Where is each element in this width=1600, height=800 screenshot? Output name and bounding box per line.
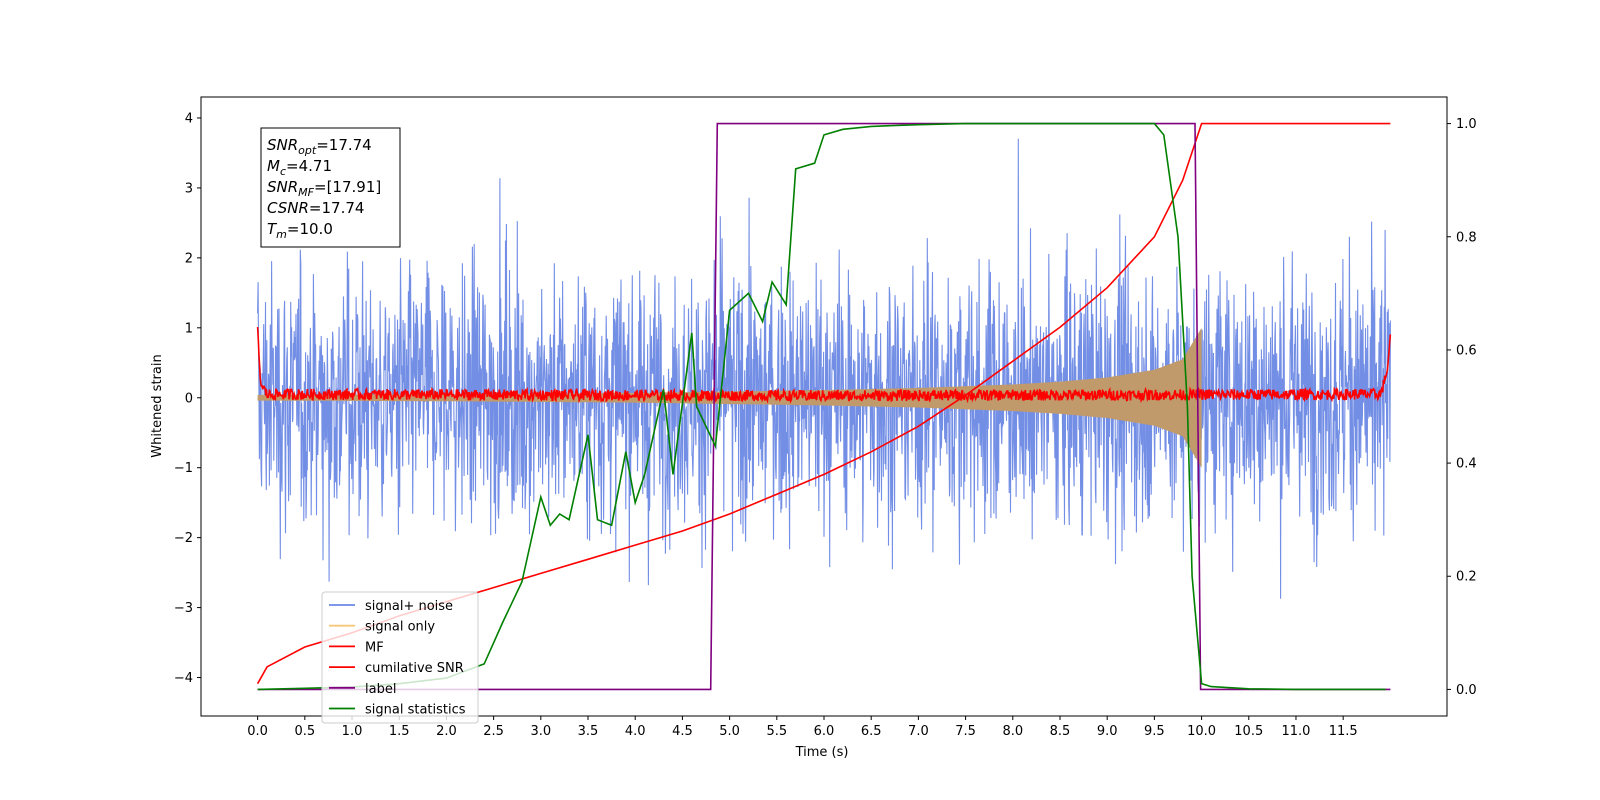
x-tick-label: 10.0 [1187,724,1216,739]
y-tick-label: −2 [174,531,193,546]
series-signal-statistics [257,122,1386,691]
x-axis-label: Time (s) [795,745,849,760]
x-tick-label: 5.5 [766,724,787,739]
y-axis-label: Whitened strain [150,354,165,457]
y-tick-label: −4 [174,671,193,686]
x-tick-label: 2.0 [436,724,457,739]
y-tick-label: 3 [185,181,193,196]
x-tick-label: 9.5 [1144,724,1165,739]
y-tick-label: −1 [174,461,193,476]
x-tick-label: 1.0 [342,724,363,739]
x-tick-label: 2.5 [483,724,504,739]
y-tick-label: −3 [174,601,193,616]
x-tick-label: 4.0 [625,724,646,739]
x-tick-label: 1.5 [389,724,410,739]
x-tick-label: 6.0 [814,724,835,739]
annotation-mc: Mc=4.71 [267,157,332,178]
annotation-tm: Tm=10.0 [267,220,333,241]
legend-entry: signal only [365,620,435,635]
axes: 0.0 0.5 1.0 1.5 2.0 2.5 3.0 3.5 4.0 4.5 5.0 5.5 6.0 6… [174,111,1477,739]
y2-tick-label: 1.0 [1456,117,1477,132]
y2-tick-label: 0.4 [1456,457,1477,472]
x-tick-label: 3.5 [578,724,599,739]
y-tick-label: 0 [185,391,193,406]
x-tick-label: 0.5 [294,724,315,739]
x-tick-label: 7.5 [955,724,976,739]
legend-entry: signal statistics [365,703,466,718]
x-tick-label: 7.0 [908,724,929,739]
y2-tick-label: 0.8 [1456,230,1477,245]
annotation-snr-mf: SNRMF=[17.91] [267,178,381,199]
x-tick-label: 11.0 [1281,724,1310,739]
y2-tick-label: 0.0 [1456,683,1477,698]
y-tick-label: 1 [185,321,193,336]
x-tick-label: 3.0 [530,724,551,739]
x-tick-label: 4.5 [672,724,693,739]
legend-entry: signal+ noise [365,599,453,614]
x-tick-label: 6.5 [861,724,882,739]
x-tick-label: 8.5 [1050,724,1071,739]
y2-tick-label: 0.2 [1456,570,1477,585]
legend-box [321,591,479,724]
annotation-box: SNRopt=17.74 Mc=4.71 SNRMF=[17.91] CSNR=… [260,127,401,248]
x-tick-label: 9.0 [1097,724,1118,739]
annotation-csnr: CSNR=17.74 [267,199,364,217]
annotation-snr-opt: SNRopt=17.74 [267,136,372,157]
legend: signal+ noise signal only MF cumilative SNR… [321,591,479,724]
legend-entry: label [365,682,396,697]
y-tick-label: 2 [185,251,193,266]
x-tick-label: 0.0 [247,724,268,739]
x-tick-label: 10.5 [1234,724,1263,739]
series-mf [256,326,1392,404]
legend-entry: MF [365,640,384,655]
x-tick-label: 8.0 [1002,724,1023,739]
x-tick-label: 11.5 [1329,724,1358,739]
y2-tick-label: 0.6 [1456,343,1477,358]
legend-entry: cumilative SNR [365,661,464,676]
y-tick-label: 4 [185,111,193,126]
x-tick-label: 5.0 [719,724,740,739]
